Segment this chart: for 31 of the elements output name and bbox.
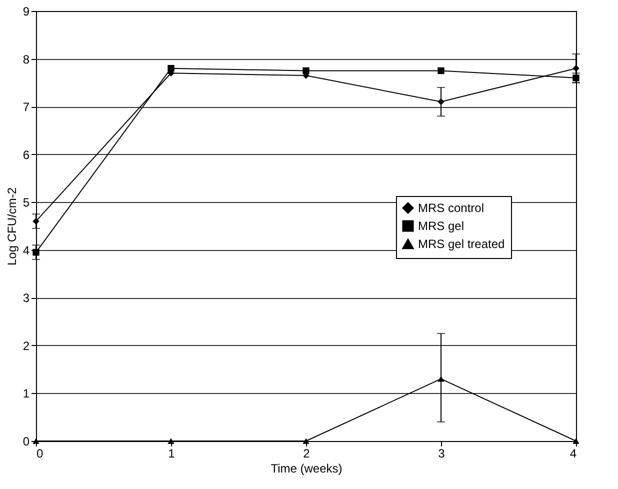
legend-label: MRS gel: [418, 219, 464, 233]
point: [168, 64, 174, 72]
y-tick-label: 8: [22, 52, 30, 66]
x-tick-label: 4: [570, 446, 577, 460]
legend-label: MRS gel treated: [418, 237, 505, 251]
point: [438, 67, 444, 74]
y-axis-title: Log CFU/cm-2: [4, 187, 19, 266]
y-tick-label: 3: [22, 291, 30, 306]
point: [32, 218, 40, 225]
x-tick-label: 2: [303, 446, 310, 460]
y-tick-label: 5: [22, 196, 30, 210]
x-axis-title: Time (weeks): [270, 462, 342, 476]
y-tick-label: 2: [22, 338, 30, 353]
y-tick-label: 7: [22, 100, 30, 114]
legend-label: MRS control: [418, 201, 484, 215]
y-tick-label: 4: [22, 243, 30, 258]
point: [572, 64, 580, 72]
x-tick-label: 3: [438, 446, 446, 460]
point: [438, 98, 444, 106]
point: [302, 67, 310, 74]
y-tick-label: 0: [22, 434, 30, 448]
x-tick-label: 0: [36, 446, 44, 460]
point: [438, 376, 444, 382]
x-tick-label: 1: [168, 446, 176, 460]
point: [302, 438, 310, 444]
y-tick-label: 9: [22, 4, 30, 18]
y-tick-label: 6: [22, 148, 30, 162]
point: [572, 438, 580, 444]
y-tick-label: 1: [22, 386, 30, 401]
point: [168, 438, 174, 444]
point: [572, 74, 580, 82]
